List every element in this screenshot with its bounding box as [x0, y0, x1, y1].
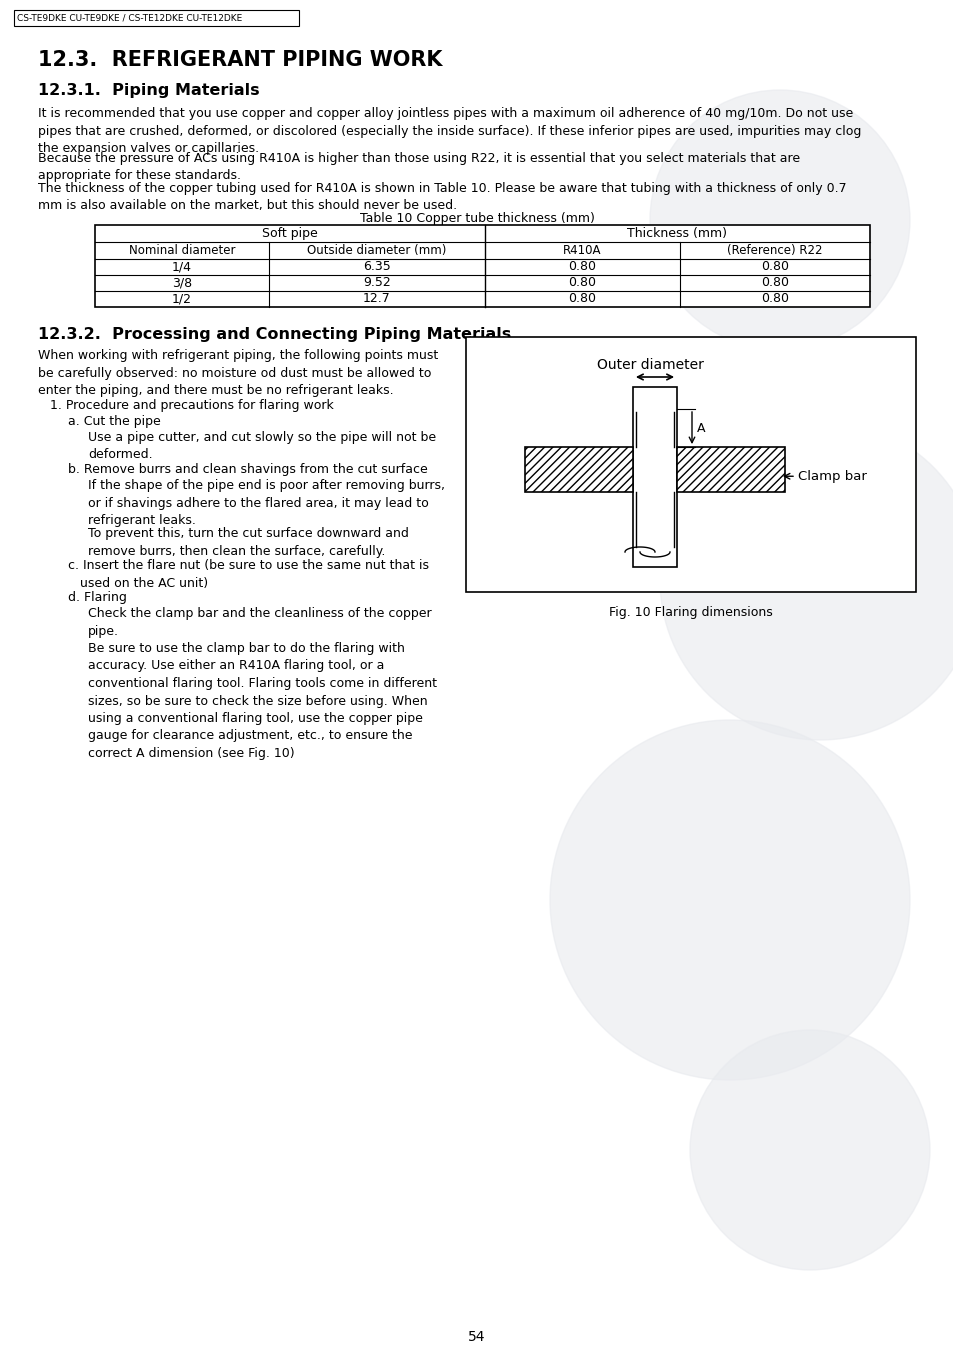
- Text: It is recommended that you use copper and copper alloy jointless pipes with a ma: It is recommended that you use copper an…: [38, 107, 861, 155]
- Text: 0.80: 0.80: [760, 277, 788, 289]
- Text: 12.3.2.  Processing and Connecting Piping Materials: 12.3.2. Processing and Connecting Piping…: [38, 327, 511, 342]
- Text: 0.80: 0.80: [568, 293, 596, 305]
- Circle shape: [649, 91, 909, 350]
- Text: 1/2: 1/2: [172, 293, 192, 305]
- Text: Because the pressure of ACs using R410A is higher than those using R22, it is es: Because the pressure of ACs using R410A …: [38, 153, 800, 182]
- Text: 1. Procedure and precautions for flaring work: 1. Procedure and precautions for flaring…: [50, 399, 334, 412]
- Text: To prevent this, turn the cut surface downward and
remove burrs, then clean the : To prevent this, turn the cut surface do…: [88, 527, 409, 558]
- Text: d. Flaring: d. Flaring: [68, 590, 127, 604]
- Text: (Reference) R22: (Reference) R22: [726, 245, 821, 257]
- Text: 12.7: 12.7: [363, 293, 391, 305]
- Text: 0.80: 0.80: [760, 293, 788, 305]
- Text: Thickness (mm): Thickness (mm): [627, 227, 727, 240]
- Text: The thickness of the copper tubing used for R410A is shown in Table 10. Please b: The thickness of the copper tubing used …: [38, 182, 845, 212]
- Bar: [677, 447, 784, 492]
- Circle shape: [689, 1029, 929, 1270]
- Circle shape: [659, 420, 953, 740]
- Text: Soft pipe: Soft pipe: [262, 227, 317, 240]
- Text: Check the clamp bar and the cleanliness of the copper
pipe.
Be sure to use the c: Check the clamp bar and the cleanliness …: [88, 607, 436, 761]
- Text: A: A: [697, 422, 705, 435]
- Text: b. Remove burrs and clean shavings from the cut surface: b. Remove burrs and clean shavings from …: [68, 463, 427, 476]
- Text: Clamp bar: Clamp bar: [797, 470, 866, 482]
- Text: 0.80: 0.80: [568, 261, 596, 273]
- Bar: [465, 336, 915, 592]
- Text: 6.35: 6.35: [363, 261, 391, 273]
- Text: a. Cut the pipe: a. Cut the pipe: [68, 415, 161, 428]
- Text: Outer diameter: Outer diameter: [596, 358, 702, 372]
- Text: Outside diameter (mm): Outside diameter (mm): [307, 245, 446, 257]
- Text: 0.80: 0.80: [760, 261, 788, 273]
- Bar: [636, 412, 673, 562]
- Text: Fig. 10 Flaring dimensions: Fig. 10 Flaring dimensions: [608, 607, 772, 619]
- Text: When working with refrigerant piping, the following points must
be carefully obs: When working with refrigerant piping, th…: [38, 349, 437, 397]
- Text: 54: 54: [468, 1329, 485, 1344]
- Text: 9.52: 9.52: [363, 277, 391, 289]
- Circle shape: [550, 720, 909, 1079]
- Bar: [524, 447, 633, 492]
- Text: c. Insert the flare nut (be sure to use the same nut that is
   used on the AC u: c. Insert the flare nut (be sure to use …: [68, 559, 429, 589]
- Text: 1/4: 1/4: [172, 261, 192, 273]
- Text: 12.3.1.  Piping Materials: 12.3.1. Piping Materials: [38, 82, 259, 99]
- Bar: [14, 9, 298, 26]
- Text: Table 10 Copper tube thickness (mm): Table 10 Copper tube thickness (mm): [359, 212, 594, 226]
- Text: Use a pipe cutter, and cut slowly so the pipe will not be
deformed.: Use a pipe cutter, and cut slowly so the…: [88, 431, 436, 462]
- Text: Nominal diameter: Nominal diameter: [129, 245, 235, 257]
- Text: CS-TE9DKE CU-TE9DKE / CS-TE12DKE CU-TE12DKE: CS-TE9DKE CU-TE9DKE / CS-TE12DKE CU-TE12…: [17, 14, 242, 23]
- Text: 0.80: 0.80: [568, 277, 596, 289]
- Text: 12.3.  REFRIGERANT PIPING WORK: 12.3. REFRIGERANT PIPING WORK: [38, 50, 442, 70]
- Text: 3/8: 3/8: [172, 277, 192, 289]
- Bar: [95, 226, 869, 307]
- Bar: [633, 386, 677, 567]
- Text: If the shape of the pipe end is poor after removing burrs,
or if shavings adhere: If the shape of the pipe end is poor aft…: [88, 480, 444, 527]
- Text: R410A: R410A: [562, 245, 601, 257]
